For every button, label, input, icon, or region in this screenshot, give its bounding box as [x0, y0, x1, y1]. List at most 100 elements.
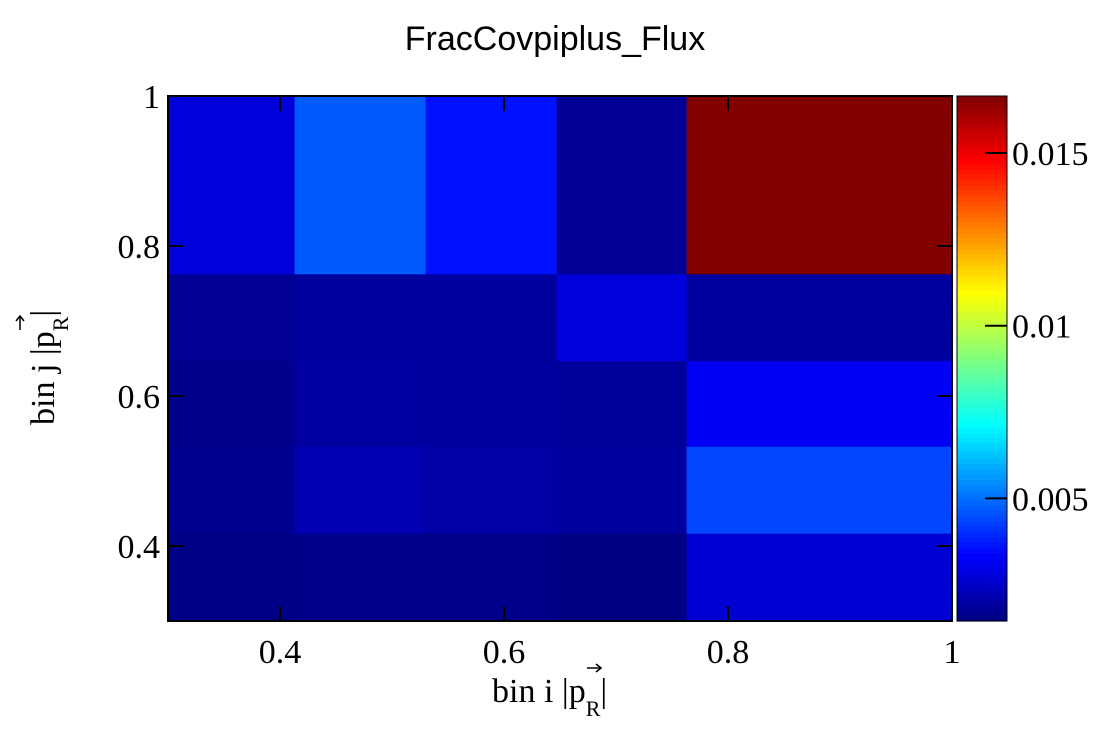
colorbar-segment: [957, 605, 1007, 612]
y-axis-ticks: 0.4 0.6 0.8 1: [118, 79, 952, 566]
colorbar-segment: [957, 332, 1007, 339]
colorbar-segment: [957, 248, 1007, 255]
x-tick-label: 1: [944, 634, 961, 671]
colorbar-segment: [957, 479, 1007, 486]
x-tick-label: 0.6: [483, 634, 526, 671]
x-axis-vector-arrow: [587, 663, 603, 673]
colorbar-segment: [957, 537, 1007, 543]
heatmap-cell: [425, 96, 558, 275]
colorbar-segment: [957, 526, 1007, 533]
y-tick-label: 1: [143, 79, 160, 116]
colorbar-segment: [957, 300, 1007, 307]
colorbar-segment: [957, 468, 1007, 475]
colorbar-segment: [957, 342, 1007, 349]
x-axis-label: bin i |pR|: [492, 673, 607, 721]
colorbar-segment: [957, 96, 1007, 102]
colorbar-segment: [957, 148, 1007, 155]
colorbar-segment: [957, 463, 1007, 470]
colorbar-segment: [957, 185, 1007, 192]
x-axis-label-vector: p: [569, 673, 586, 710]
colorbar-segment: [957, 227, 1007, 234]
heatmap-cell: [168, 360, 296, 447]
colorbar-segment: [957, 384, 1007, 391]
heatmap-cell: [168, 96, 296, 275]
colorbar-segment: [957, 164, 1007, 171]
colorbar-segment: [957, 327, 1007, 333]
heatmap-cell: [294, 273, 427, 362]
colorbar: 0.005 0.01 0.015: [956, 95, 1089, 622]
colorbar-segment: [957, 584, 1007, 591]
colorbar-segment: [957, 510, 1007, 517]
colorbar-segment: [957, 321, 1007, 328]
colorbar-segment: [957, 111, 1007, 118]
x-tick-label: 0.4: [259, 634, 302, 671]
colorbar-tick-label: 0.015: [1012, 136, 1089, 173]
colorbar-segment: [957, 558, 1007, 564]
colorbar-segment: [957, 568, 1007, 575]
heatmap-cell: [686, 273, 953, 362]
heatmap-cell: [556, 446, 688, 534]
colorbar-segment: [957, 421, 1007, 428]
colorbar-segment: [957, 563, 1007, 570]
colorbar-segment: [957, 374, 1007, 381]
heatmap-cell: [294, 446, 427, 534]
y-axis-label-vector: p: [25, 331, 62, 348]
colorbar-segment: [957, 174, 1007, 181]
colorbar-segment: [957, 411, 1007, 417]
heatmap-cell: [168, 533, 296, 622]
colorbar-segment: [957, 122, 1007, 129]
y-axis-label-subscript: R: [48, 316, 73, 331]
colorbar-segment: [957, 127, 1007, 134]
x-axis-label-suffix: |: [600, 673, 607, 710]
colorbar-segment: [957, 159, 1007, 165]
colorbar-segment: [957, 279, 1007, 286]
heatmap-cell: [168, 273, 296, 362]
colorbar-segment: [957, 117, 1007, 123]
colorbar-segment: [957, 489, 1007, 496]
heatmap-cell: [556, 273, 688, 362]
colorbar-segment: [957, 180, 1007, 186]
colorbar-segment: [957, 405, 1007, 412]
colorbar-segment: [957, 379, 1007, 386]
colorbar-segment: [957, 437, 1007, 444]
x-axis-label-subscript: R: [586, 696, 601, 721]
y-axis-label-suffix: |: [25, 310, 62, 317]
colorbar-segment: [957, 206, 1007, 213]
colorbar-segment: [957, 337, 1007, 344]
colorbar-segment: [957, 542, 1007, 549]
heatmap-cell: [425, 446, 558, 534]
colorbar-segment: [957, 253, 1007, 260]
heatmap-cell: [294, 533, 427, 622]
heatmap-cell: [425, 533, 558, 622]
colorbar-segment: [957, 295, 1007, 302]
colorbar-segment: [957, 442, 1007, 449]
colorbar-segment: [957, 353, 1007, 360]
colorbar-segment: [957, 610, 1007, 617]
colorbar-segment: [957, 552, 1007, 559]
colorbar-segment: [957, 211, 1007, 218]
colorbar-segment: [957, 547, 1007, 554]
heatmap-cells: [168, 96, 953, 622]
colorbar-segment: [957, 369, 1007, 375]
colorbar-segment: [957, 264, 1007, 270]
colorbar-segment: [957, 101, 1007, 108]
colorbar-segment: [957, 132, 1007, 139]
colorbar-segment: [957, 285, 1007, 291]
colorbar-segment: [957, 484, 1007, 491]
colorbar-segment: [957, 594, 1007, 601]
colorbar-segment: [957, 432, 1007, 438]
colorbar-segment: [957, 447, 1007, 454]
y-axis-vector-arrow: [15, 314, 25, 330]
colorbar-segment: [957, 258, 1007, 265]
colorbar-segment: [957, 589, 1007, 596]
colorbar-segment: [957, 600, 1007, 606]
heatmap-cell: [556, 96, 688, 275]
y-axis-label-prefix: bin j |: [25, 348, 62, 425]
colorbar-segment: [957, 169, 1007, 176]
colorbar-segment: [957, 416, 1007, 423]
heatmap-cell: [556, 533, 688, 622]
colorbar-segment: [957, 395, 1007, 402]
chart-title: FracCovpiplus_Flux: [405, 20, 705, 58]
colorbar-segment: [957, 573, 1007, 580]
